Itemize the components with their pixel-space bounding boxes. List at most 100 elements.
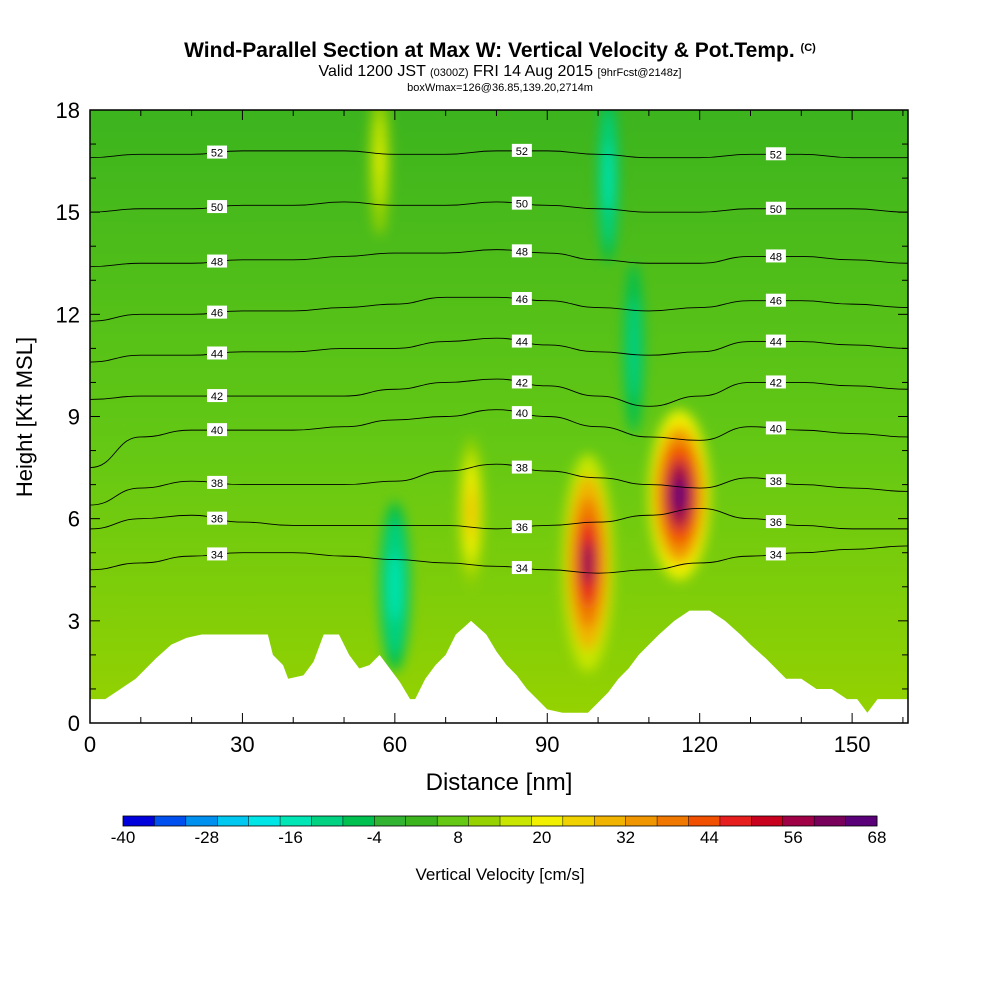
theta-label-text: 34 [516, 563, 528, 575]
theta-label-text: 52 [211, 148, 223, 160]
theta-label-text: 48 [770, 251, 782, 263]
theta-label-text: 38 [516, 463, 528, 475]
theta-label: 40 [207, 423, 228, 437]
theta-label-text: 48 [211, 257, 223, 269]
valid-utc: (0300Z) [430, 67, 469, 79]
theta-label: 42 [207, 389, 228, 403]
w-contour-band [391, 569, 398, 604]
theta-label-text: 42 [211, 391, 223, 403]
colorbar-tick-label: 68 [868, 828, 887, 847]
colorbar-swatch [280, 816, 312, 826]
theta-label: 42 [765, 375, 786, 389]
theta-label: 48 [511, 244, 532, 258]
theta-label-text: 44 [516, 337, 528, 349]
colorbar-swatch [500, 816, 532, 826]
w-contour-band [582, 541, 593, 585]
theta-label-text: 36 [516, 522, 528, 534]
y-tick-label: 3 [68, 609, 80, 634]
theta-label: 46 [511, 292, 532, 306]
theta-label-text: 48 [516, 246, 528, 258]
x-axis: 0 30 60 90 120 150 [84, 110, 904, 757]
x-tick-label: 120 [681, 732, 718, 757]
theta-label: 38 [765, 474, 786, 488]
theta-label: 46 [207, 305, 228, 320]
w-cell [623, 263, 644, 434]
w-cell [562, 453, 614, 672]
theta-label-text: 44 [770, 337, 782, 349]
theta-label-text: 46 [516, 294, 528, 306]
theta-label: 44 [765, 334, 786, 349]
theta-label-text: 46 [211, 308, 223, 320]
theta-label: 44 [511, 334, 532, 349]
colorbar-swatch [688, 816, 721, 826]
theta-label: 52 [511, 143, 532, 158]
theta-label-text: 36 [770, 517, 782, 529]
theta-label: 48 [207, 254, 228, 269]
forecast-tag: [9hrFcst@2148z] [597, 67, 682, 79]
theta-label-text: 40 [211, 425, 223, 437]
colorbar: -40 -28 -16 -4 8 20 32 44 56 68 [111, 815, 887, 847]
chart-title: Wind-Parallel Section at Max W: Vertical… [184, 39, 816, 62]
y-tick-label: 18 [56, 98, 80, 123]
theta-label-text: 50 [770, 204, 782, 216]
colorbar-swatch [437, 816, 470, 826]
colorbar-swatch [374, 816, 407, 826]
colorbar-swatch [123, 816, 155, 826]
theta-label: 40 [765, 421, 786, 435]
colorbar-label: Vertical Velocity [cm/s] [415, 865, 584, 884]
colorbar-swatch [657, 816, 689, 826]
colorbar-swatch [185, 816, 218, 826]
theta-label-text: 52 [516, 146, 528, 158]
colorbar-swatch [751, 816, 784, 826]
theta-label-text: 52 [770, 149, 782, 161]
theta-label: 42 [511, 375, 532, 389]
colorbar-tick-label: 20 [532, 828, 551, 847]
theta-label: 52 [765, 147, 786, 161]
theta-label: 36 [765, 515, 786, 529]
theta-label: 38 [511, 460, 532, 475]
theta-label: 48 [765, 249, 786, 263]
y-tick-label: 6 [68, 507, 80, 532]
colorbar-swatch [311, 816, 344, 826]
theta-label-text: 42 [516, 377, 528, 389]
x-tick-label: 150 [834, 732, 871, 757]
x-tick-label: 30 [230, 732, 254, 757]
w-contour-band [377, 146, 382, 177]
theta-label: 36 [511, 520, 532, 534]
theta-label-text: 46 [770, 296, 782, 308]
colorbar-tick-label: -4 [367, 828, 382, 847]
colorbar-tick-label: -16 [278, 828, 303, 847]
w-cell [379, 501, 411, 672]
w-contour-band [631, 331, 636, 366]
w-cell [369, 110, 390, 236]
theta-label-text: 34 [770, 549, 782, 561]
theta-label: 44 [207, 346, 228, 360]
colorbar-swatch [531, 816, 564, 826]
theta-label: 38 [207, 475, 228, 490]
colorbar-tick-label: -28 [194, 828, 219, 847]
theta-label-text: 38 [770, 476, 782, 488]
w-cell [648, 409, 710, 580]
y-axis-label: Height [Kft MSL] [12, 337, 37, 497]
colorbar-swatch [342, 816, 375, 826]
theta-label: 46 [765, 293, 786, 308]
theta-label-text: 40 [516, 408, 528, 420]
colorbar-tick-label: 56 [784, 828, 803, 847]
y-tick-label: 15 [56, 200, 80, 225]
theta-label: 34 [511, 561, 532, 575]
colorbar-swatch [248, 816, 281, 826]
theta-label: 34 [207, 547, 228, 561]
theta-label-text: 34 [211, 549, 223, 561]
x-tick-label: 60 [383, 732, 407, 757]
box-info: boxWmax=126@36.85,139.20,2714m [407, 82, 593, 94]
theta-label-text: 42 [770, 377, 782, 389]
colorbar-swatch [719, 816, 752, 826]
theta-label-text: 40 [770, 423, 782, 435]
w-contour-band [606, 161, 611, 196]
colorbar-swatch [154, 816, 187, 826]
theta-label: 40 [511, 406, 532, 420]
theta-label-text: 50 [516, 199, 528, 211]
x-tick-label: 90 [535, 732, 559, 757]
colorbar-swatch [782, 816, 815, 826]
